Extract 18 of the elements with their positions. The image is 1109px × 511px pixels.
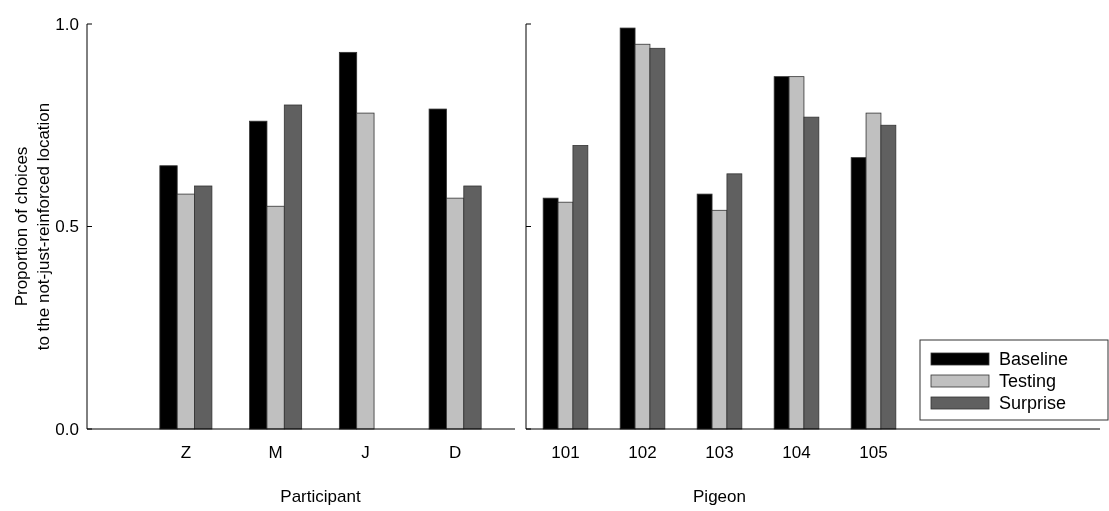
x-tick-label: 103 xyxy=(705,443,734,462)
legend-label: Surprise xyxy=(999,393,1067,414)
y-tick-label: 0.5 xyxy=(55,217,79,237)
y-axis-title: Proportion of choices to the not-just-reinforced location xyxy=(12,102,53,351)
x-tick-label: D xyxy=(448,443,462,462)
x-tick-label: 102 xyxy=(628,443,657,462)
x-tick-label: 104 xyxy=(782,443,811,462)
x-tick-label: J xyxy=(361,443,370,462)
x-tick-label: 105 xyxy=(859,443,888,462)
legend-label: Testing xyxy=(999,371,1057,392)
x-axis-title: Participant xyxy=(280,487,361,506)
y-tick-label: 0.0 xyxy=(55,419,79,439)
legend-label: Baseline xyxy=(999,349,1069,370)
x-axis-title: Pigeon xyxy=(693,487,746,506)
x-tick-label: M xyxy=(268,443,283,462)
x-tick-label: 101 xyxy=(551,443,580,462)
y-tick-label: 1.0 xyxy=(55,14,79,34)
x-tick-label: Z xyxy=(180,443,192,462)
